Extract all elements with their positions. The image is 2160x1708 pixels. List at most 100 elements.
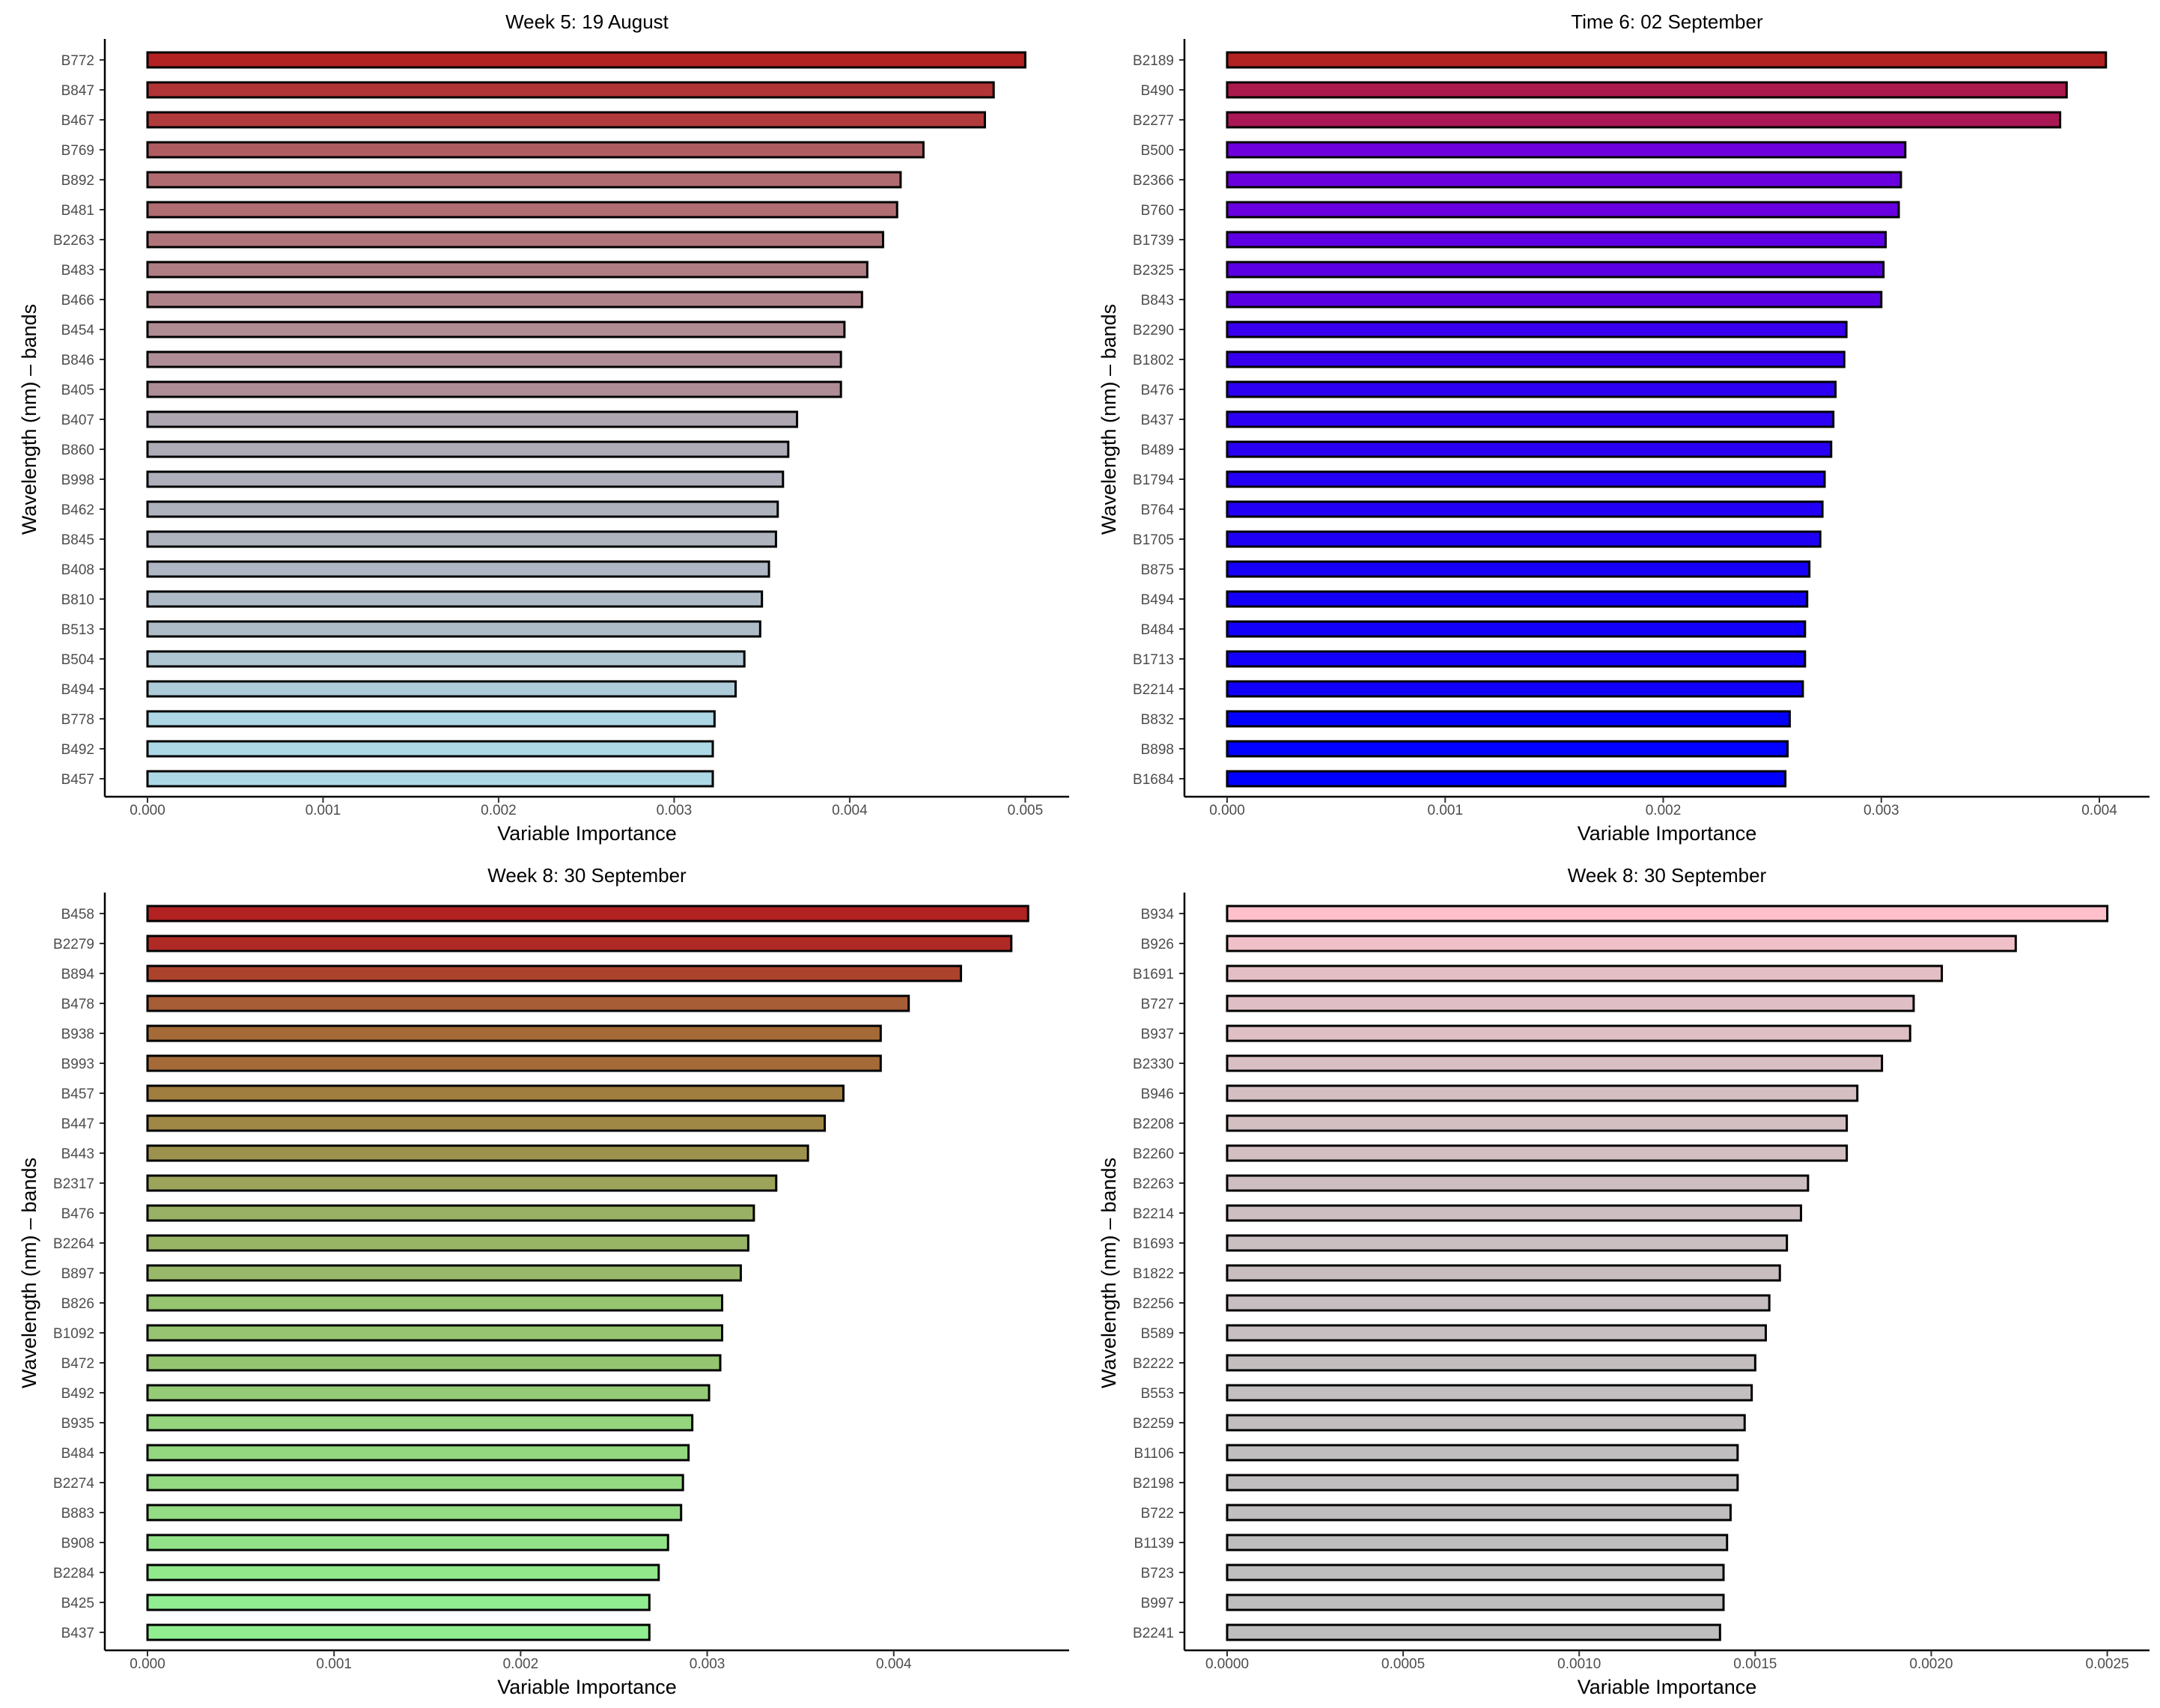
x-tick-label: 0.0010 [1557, 1656, 1601, 1672]
x-tick-label: 0.005 [1008, 803, 1044, 818]
bar-b489 [1226, 440, 1833, 458]
bar-b2277 [1226, 111, 2062, 129]
bar-b1705 [1226, 530, 1822, 548]
y-tick-label: B908 [61, 1536, 94, 1552]
bar-b2366 [1226, 171, 1902, 189]
chart-panel-2: Time 6: 02 September B2189 B490 B2277 B500 B2… [1080, 0, 2160, 854]
bar-b2214 [1226, 680, 1804, 698]
bar-b1139 [1226, 1534, 1729, 1552]
y-tick-label: B727 [1141, 997, 1174, 1012]
y-axis-label: Wavelength (nm) – bands [18, 304, 40, 535]
y-tick-label: B405 [61, 383, 94, 398]
bar-b476 [1226, 380, 1837, 398]
bar-b1092 [146, 1324, 724, 1342]
y-tick-label: B937 [1141, 1027, 1174, 1042]
y-tick-label: B934 [1141, 907, 1175, 923]
y-tick-label: B897 [61, 1266, 94, 1282]
bar-b483 [146, 261, 868, 279]
chart-panel-1: Week 5: 19 August B772 B847 B467 B769 B892 B48… [0, 0, 1080, 854]
bar-b467 [146, 111, 986, 129]
y-tick-label: B589 [1141, 1326, 1174, 1342]
y-tick-label: B2214 [1133, 682, 1174, 698]
chart-title: Time 6: 02 September [1571, 10, 1763, 33]
x-tick-label: 0.000 [130, 1656, 165, 1672]
bar-b478 [146, 994, 910, 1012]
y-tick-label: B892 [61, 173, 94, 189]
bar-b2330 [1226, 1054, 1884, 1072]
bar-b2214 [1226, 1204, 1802, 1222]
x-tick-label: 0.003 [657, 803, 693, 818]
y-tick-label: B472 [61, 1356, 94, 1372]
bar-b2290 [1226, 320, 1848, 338]
bar-b484 [146, 1444, 690, 1462]
y-tick-label: B2290 [1133, 323, 1174, 338]
bar-b481 [146, 201, 898, 219]
bar-b892 [146, 171, 902, 189]
bar-b490 [1226, 81, 2068, 99]
y-tick-label: B1802 [1133, 353, 1174, 368]
bar-b998 [146, 470, 785, 488]
bar-b908 [146, 1534, 669, 1552]
bar-b760 [1226, 201, 1900, 219]
y-tick-label: B1739 [1133, 233, 1174, 249]
bar-b553 [1226, 1384, 1753, 1402]
x-tick-label: 0.001 [316, 1656, 352, 1672]
bar-b935 [146, 1414, 694, 1432]
bar-b826 [146, 1294, 724, 1312]
y-tick-label: B2279 [53, 937, 94, 952]
y-tick-label: B1705 [1133, 532, 1174, 548]
bar-b443 [146, 1144, 809, 1162]
bar-b894 [146, 964, 962, 982]
bar-b2241 [1226, 1623, 1721, 1641]
bar-b1794 [1226, 470, 1826, 488]
bar-b1739 [1226, 231, 1887, 249]
bar-b2256 [1226, 1294, 1771, 1312]
y-tick-label: B2241 [1133, 1626, 1174, 1641]
y-tick-label: B443 [61, 1146, 94, 1162]
y-tick-label: B494 [61, 682, 95, 698]
bar-b847 [146, 81, 995, 99]
y-tick-label: B2263 [1133, 1176, 1174, 1192]
y-tick-label: B894 [61, 967, 95, 982]
y-tick-label: B2189 [1133, 53, 1174, 69]
bar-b405 [146, 380, 842, 398]
y-tick-label: B2366 [1133, 173, 1174, 189]
x-tick-label: 0.000 [1209, 803, 1245, 818]
y-tick-label: B860 [61, 443, 94, 458]
bar-b897 [146, 1264, 742, 1282]
bar-b466 [146, 291, 863, 309]
y-tick-label: B1106 [1134, 1446, 1174, 1462]
y-tick-label: B437 [61, 1626, 94, 1641]
bar-b778 [146, 710, 716, 728]
bar-b1802 [1226, 350, 1846, 368]
bar-b1691 [1226, 964, 1944, 982]
x-tick-label: 0.001 [305, 803, 341, 818]
y-axis-label: Wavelength (nm) – bands [1098, 1158, 1120, 1388]
bar-b1684 [1226, 770, 1787, 788]
y-tick-label: B764 [1141, 502, 1175, 518]
bar-b462 [146, 500, 779, 518]
x-tick-label: 0.002 [481, 803, 517, 818]
y-tick-label: B500 [1141, 143, 1174, 159]
y-tick-label: B845 [61, 532, 94, 548]
x-tick-label: 0.002 [1646, 803, 1682, 818]
y-tick-label: B457 [61, 772, 94, 788]
chart-title: Week 8: 30 September [1568, 864, 1767, 887]
x-tick-label: 0.002 [503, 1656, 539, 1672]
y-tick-label: B1139 [1134, 1536, 1174, 1552]
chart-panel-4: Week 8: 30 September B934 B926 B1691 B727 B93… [1080, 854, 2160, 1708]
y-tick-label: B458 [61, 907, 94, 923]
y-tick-label: B476 [61, 1206, 94, 1222]
y-tick-label: B490 [1141, 83, 1174, 99]
bar-b764 [1226, 500, 1824, 518]
bar-b494 [146, 680, 737, 698]
bar-b513 [146, 620, 761, 638]
y-tick-label: B1691 [1133, 967, 1174, 982]
y-tick-label: B846 [61, 353, 94, 368]
bar-b476 [146, 1204, 755, 1222]
bar-b1713 [1226, 650, 1807, 668]
y-tick-label: B2274 [53, 1476, 94, 1492]
y-tick-label: B2325 [1133, 263, 1174, 279]
y-tick-label: B504 [61, 652, 95, 668]
bar-b883 [146, 1504, 683, 1522]
